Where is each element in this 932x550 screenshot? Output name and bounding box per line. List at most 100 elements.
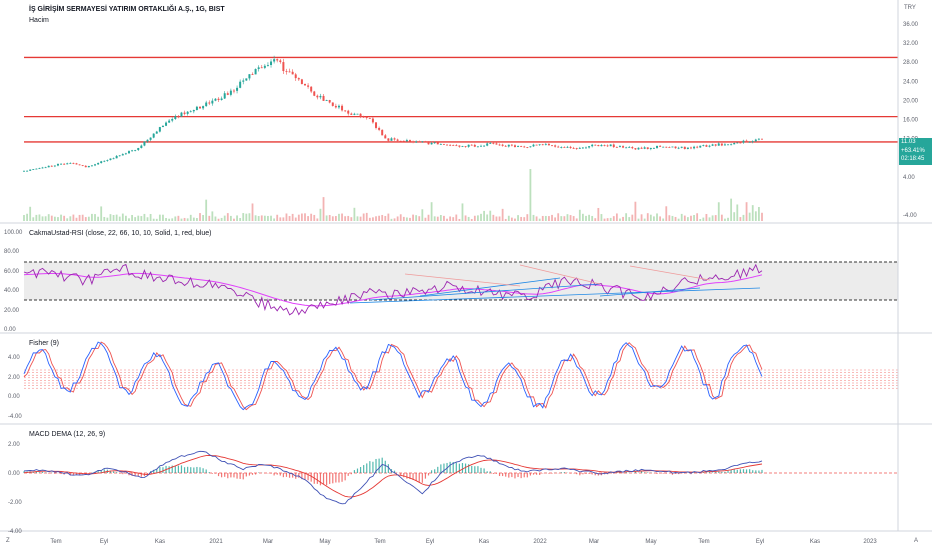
horizontal-levels[interactable] [24,56,898,143]
volume-bar [464,215,467,221]
volume-bar [316,218,319,221]
candle-body [646,147,649,150]
macd-histogram-bar [279,473,281,476]
rsi-title[interactable]: CakmaUstad-RSI (close, 22, 66, 10, 10, S… [29,230,212,237]
candle-body [155,131,158,134]
macd-histogram-bar [761,469,763,473]
volume-bar [622,216,624,221]
candle-body [504,145,507,147]
candle-body [44,167,47,169]
candle-body [430,142,433,145]
volume-bar [745,202,748,221]
auto-scale-button[interactable]: A [914,538,919,544]
volume-bar [619,218,621,221]
pane-separators[interactable] [0,0,932,532]
macd-histogram-bar [483,468,485,473]
volume-bar [711,215,714,221]
rsi-tick-label: 0.00 [4,327,16,333]
macd-histogram-bar [319,473,322,486]
timezone-button[interactable]: Z [6,538,10,544]
macd-line [23,450,763,505]
volume-bar [554,217,557,221]
macd-histogram-bar [505,473,507,477]
macd-histogram-bar [758,470,760,473]
macd-histogram-bar [45,472,47,473]
volume-bar [424,217,427,221]
macd-histogram-bar [292,473,294,478]
macd-histogram-bar [211,473,213,474]
candle-body [97,163,100,165]
macd-histogram-bar [532,473,535,475]
macd-histogram-bar [427,473,430,476]
volume-bar [548,216,550,221]
candle-body [680,146,683,148]
macd-histogram-bar [338,473,340,483]
candle-body [517,146,520,147]
fisher-title[interactable]: Fisher (9) [29,340,59,347]
macd-histogram-bar [75,473,78,475]
time-axis[interactable]: Tem Eyl Kas 2021 Mar May Tem Eyl Kas 2022 Mar May Te… [50,539,877,545]
candle-body [177,116,180,118]
price-change: +63.41% [901,147,925,154]
volume-bar [600,214,603,221]
volume-bar [705,213,708,221]
candle-body [754,139,757,142]
candle-body [597,145,600,147]
volume-bar [585,215,587,221]
candle-body [412,141,415,143]
candle-body [618,146,621,148]
volume-bar [643,218,646,221]
macd-histogram-bar [350,473,352,475]
volume-bar [26,213,28,221]
price-axis[interactable]: 36.0032.0028.0024.0020.0016.0012.008.004… [4,22,919,535]
volume-bar [603,218,606,221]
candle-body [442,143,445,145]
candle-body [405,140,408,142]
macd-histogram-bar [730,469,732,473]
candle-body [529,146,532,148]
candle-body [368,117,371,119]
volume-bar [60,214,62,221]
rsi-band-fill [24,262,898,300]
time-tick-label: 2023 [863,539,877,545]
volume-bar [736,204,739,221]
candle-body [720,143,723,146]
volume-bar [217,218,220,221]
volume-bar [470,218,473,221]
candle-body [350,113,353,115]
candle-body [316,95,319,98]
macd-histogram-bar [168,466,170,473]
candle-body [480,145,483,147]
macd-histogram-bar [38,472,41,473]
macd-histogram-bar [230,473,232,478]
volume-bar [402,216,405,221]
volume-label[interactable]: Hacim [29,17,49,24]
volume-bar [572,216,575,221]
volume-bar [683,215,686,221]
macd-histogram-bar [254,473,257,475]
volume-bar [288,216,291,221]
rsi-tick-label: 60.00 [4,269,20,275]
macd-histogram-bar [276,473,278,475]
candle-body [63,163,66,165]
candle-body [353,113,356,115]
volume-bar [625,213,628,221]
candle-body [473,144,476,147]
volume-bar [291,213,294,221]
candle-body [223,93,226,99]
volume-bar [91,213,93,221]
macd-histogram-bar [137,473,139,477]
volume-bar [680,213,683,221]
volume-bar [248,213,251,221]
volume-bar [50,215,53,221]
macd-histogram-bar [489,471,491,473]
volume-bar [443,215,445,221]
volume-bar [63,215,66,221]
price-tick-label: 20.00 [903,98,919,104]
volume-bar [544,215,547,221]
symbol-title[interactable]: İŞ GİRİŞİM SERMAYESİ YATIRIM ORTAKLIĞI A… [29,6,225,13]
macd-title[interactable]: MACD DEMA (12, 26, 9) [29,431,106,438]
candle-body [603,145,606,146]
macd-histogram-bar [517,473,519,478]
